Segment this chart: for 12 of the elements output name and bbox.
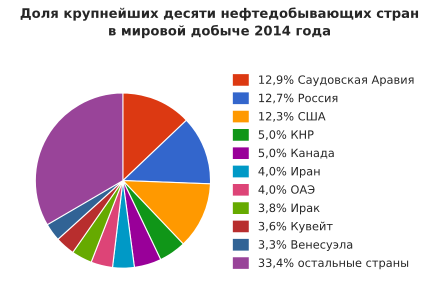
legend-label: 12,3% США bbox=[259, 112, 326, 122]
legend-label: 3,6% Кувейт bbox=[258, 222, 333, 233]
legend-label: 4,0% Иран bbox=[258, 166, 320, 178]
legend-label: 33,4% остальные страны bbox=[258, 258, 408, 270]
legend-label: 12,9% Саудовская Аравия bbox=[259, 75, 414, 86]
chart-title: Доля крупнейших десяти нефтедобывающих стран в мировой добыче 2014 года bbox=[20, 7, 418, 38]
legend-label: 5,0% Канада bbox=[258, 148, 334, 159]
legend-label: 3,8% Ирак bbox=[258, 204, 320, 214]
legend-label: 5,0% КНР bbox=[258, 130, 314, 140]
legend-label: 4,0% ОАЭ bbox=[258, 185, 315, 195]
legend-label: 3,3% Венесуэла bbox=[258, 240, 352, 251]
legend-label: 12,7% Россия bbox=[259, 94, 338, 104]
